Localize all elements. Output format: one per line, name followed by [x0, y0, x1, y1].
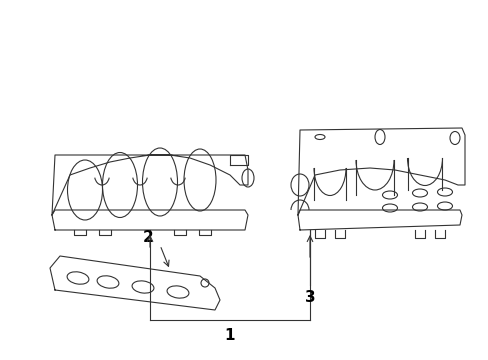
Polygon shape: [52, 210, 247, 230]
Polygon shape: [297, 128, 464, 215]
Polygon shape: [297, 210, 461, 230]
Text: 3: 3: [304, 291, 315, 306]
Text: 2: 2: [142, 230, 153, 246]
Text: 1: 1: [224, 328, 235, 342]
Polygon shape: [52, 155, 247, 215]
